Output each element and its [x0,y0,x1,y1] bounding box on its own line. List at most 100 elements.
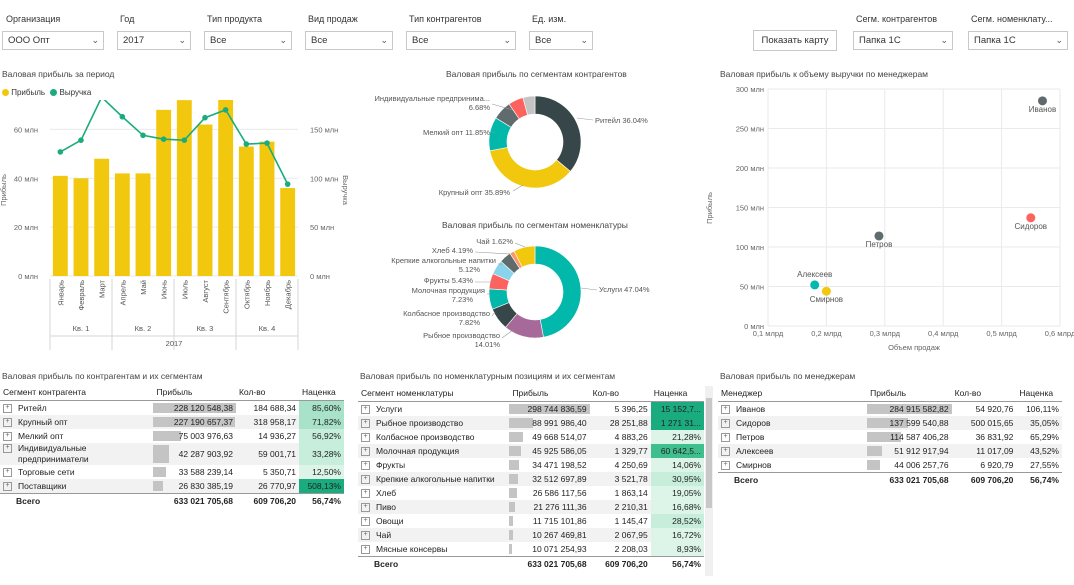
column-header[interactable]: Кол-во [951,385,1017,402]
row-name-cell[interactable]: + Мелкий опт [0,429,153,443]
row-name-cell[interactable]: + Петров [718,430,867,444]
table-row[interactable]: + Чай 10 267 469,81 2 067,95 16,72% [358,528,704,542]
organization-dropdown[interactable]: ООО Опт ⌄ [2,31,104,50]
expand-icon[interactable]: + [361,419,370,429]
table-row[interactable]: + Рыбное производство 88 991 986,40 28 25… [358,416,704,430]
column-header[interactable]: Прибыль [509,385,590,402]
column-header[interactable]: Наценка [650,385,704,402]
expand-icon[interactable]: + [3,444,12,454]
table-row[interactable]: + Смирнов 44 006 257,76 6 920,79 27,55% [718,458,1062,473]
row-name-cell[interactable]: + Колбасное производство [358,430,509,444]
column-header[interactable]: Прибыль [867,385,952,402]
unit-dropdown[interactable]: Все ⌄ [529,31,593,50]
year-dropdown[interactable]: 2017 ⌄ [117,31,191,50]
column-header[interactable]: Наценка [299,384,344,401]
expand-icon[interactable]: + [361,503,370,513]
column-header[interactable]: Кол-во [235,384,300,401]
row-name-cell[interactable]: + Индивидуальные предприниматели [0,443,154,465]
column-header[interactable]: Сегмент контрагента [0,384,154,401]
expand-icon[interactable]: + [3,482,12,492]
profit-cell: 42 287 903,92 [153,443,236,465]
row-name-cell[interactable]: + Торговые сети [0,465,153,479]
expand-icon[interactable]: + [721,447,730,457]
table-row[interactable]: + Ритейл 228 120 548,38 184 688,34 85,60% [0,400,344,416]
contractor-segment-dropdown[interactable]: Папка 1С ⌄ [853,31,953,50]
expand-icon[interactable]: + [361,433,370,443]
column-header[interactable]: Прибыль [153,384,236,401]
row-name-cell[interactable]: + Пиво [358,500,510,514]
expand-icon[interactable]: + [3,468,12,478]
table-row[interactable]: + Индивидуальные предприниматели 42 287 9… [0,443,344,465]
column-header[interactable]: Наценка [1016,385,1062,402]
chevron-down-icon: ⌄ [1055,35,1063,45]
table-row[interactable]: + Иванов 284 915 582,82 54 920,76 106,11% [718,402,1062,417]
expand-icon[interactable]: + [3,418,12,428]
table-row[interactable]: + Мясные консервы 10 071 254,93 2 208,03 … [358,542,704,557]
row-name-cell[interactable]: + Рыбное производство [358,416,510,430]
table-row[interactable]: + Пиво 21 276 111,36 2 210,31 16,68% [358,500,704,514]
y-right-label: Выручка [341,175,350,206]
row-name-cell[interactable]: + Чай [358,528,510,542]
row-name-cell[interactable]: + Молочная продукция [358,444,510,458]
table-row[interactable]: + Колбасное производство 49 668 514,07 4 … [358,430,704,444]
x-tick-month: Сентябрь [222,280,231,314]
legend-profit: Прибыль [11,88,46,97]
expand-icon[interactable]: + [361,489,370,499]
table-row[interactable]: + Сидоров 137 599 540,88 500 015,65 35,05… [718,416,1062,430]
table-row[interactable]: + Крупный опт 227 190 657,37 318 958,17 7… [0,415,344,429]
x-tick-month: Август [201,279,210,302]
sales-type-dropdown[interactable]: Все ⌄ [305,31,393,50]
column-header[interactable]: Менеджер [718,385,868,402]
expand-icon[interactable]: + [361,531,370,541]
table2-scrollbar[interactable] [705,386,713,576]
table-row[interactable]: + Хлеб 26 586 117,56 1 863,14 19,05% [358,486,704,500]
expand-icon[interactable]: + [361,517,370,527]
expand-icon[interactable]: + [721,433,730,443]
table-row[interactable]: + Мелкий опт 75 003 976,63 14 936,27 56,9… [0,429,344,443]
profit-value: 75 003 976,63 [178,431,233,441]
row-name-cell[interactable]: + Фрукты [358,458,509,472]
table-row[interactable]: + Крепкие алкогольные напитки 32 512 697,… [358,472,704,486]
y-right-tick: 50 млн [310,223,334,232]
table-row[interactable]: + Молочная продукция 45 925 586,05 1 329,… [358,444,704,458]
nomenclature-segment-dropdown[interactable]: Папка 1С ⌄ [968,31,1068,50]
expand-icon[interactable]: + [361,475,370,485]
row-name-cell[interactable]: + Ритейл [0,401,153,416]
expand-icon[interactable]: + [721,405,730,415]
table-row[interactable]: + Фрукты 34 471 198,52 4 250,69 14,06% [358,458,704,472]
row-name-cell[interactable]: + Хлеб [358,486,509,500]
total-label: Всего [358,556,510,571]
row-name-cell[interactable]: + Мясные консервы [358,542,509,557]
column-header[interactable]: Кол-во [589,385,651,402]
show-map-button[interactable]: Показать карту [753,30,837,51]
row-name-cell[interactable]: + Поставщики [0,479,154,494]
scrollbar-thumb[interactable] [706,398,712,508]
x-tick: 0,1 млрд [753,329,784,338]
expand-icon[interactable]: + [721,461,730,471]
expand-icon[interactable]: + [361,545,370,555]
table-row[interactable]: + Услуги 298 744 836,59 5 396,25 15 152,7… [358,401,704,417]
expand-icon[interactable]: + [721,419,730,429]
row-name-cell[interactable]: + Крепкие алкогольные напитки [358,472,510,486]
row-name-cell[interactable]: + Иванов [718,402,867,417]
row-name-cell[interactable]: + Овощи [358,514,509,528]
table-row[interactable]: + Поставщики 26 830 385,19 26 770,97 508,… [0,479,344,494]
filter-label: Сегм. номенклату... [971,14,1053,24]
table-row[interactable]: + Торговые сети 33 588 239,14 5 350,71 12… [0,465,344,479]
expand-icon[interactable]: + [3,432,12,442]
expand-icon[interactable]: + [361,447,370,457]
row-name-cell[interactable]: + Сидоров [718,416,868,430]
expand-icon[interactable]: + [361,405,370,415]
expand-icon[interactable]: + [361,461,370,471]
row-name-cell[interactable]: + Смирнов [718,458,867,473]
row-name-cell[interactable]: + Крупный опт [0,415,154,429]
table-row[interactable]: + Петров 114 587 406,28 36 831,92 65,29% [718,430,1062,444]
table-row[interactable]: + Овощи 11 715 101,86 1 145,47 28,52% [358,514,704,528]
table-row[interactable]: + Алексеев 51 912 917,94 11 017,09 43,52% [718,444,1062,458]
contractor-type-dropdown[interactable]: Все ⌄ [406,31,516,50]
row-name-cell[interactable]: + Алексеев [718,444,868,458]
column-header[interactable]: Сегмент номенклатуры [358,385,510,402]
product-type-dropdown[interactable]: Все ⌄ [204,31,292,50]
expand-icon[interactable]: + [3,404,12,414]
row-name-cell[interactable]: + Услуги [358,402,509,417]
